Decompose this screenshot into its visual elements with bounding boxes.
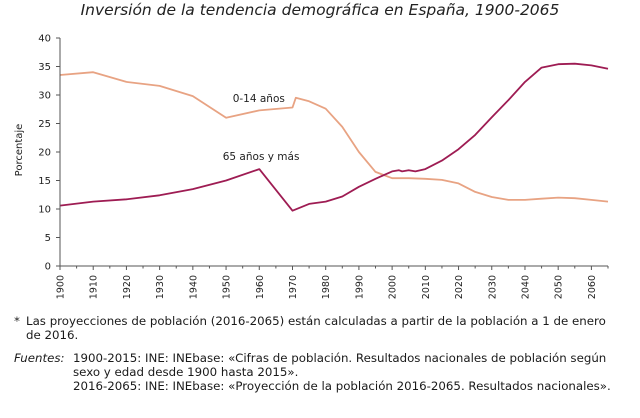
x-tick-label: 1920	[122, 275, 133, 299]
chart-title: Inversión de la tendencia demográfica en…	[80, 1, 560, 19]
sources-label: Fuentes:	[14, 351, 65, 365]
x-tick-label: 2060	[587, 275, 598, 299]
y-tick-label: 15	[38, 176, 51, 187]
y-axis-ticks: 0 5 10 15 20 25 30 35 40	[38, 34, 60, 273]
x-tick-label: 1910	[89, 275, 100, 299]
chart: 0 5 10 15 20 25 30 35 40 1900 1910 1920 1930 1940 195…	[14, 34, 609, 299]
y-tick-label: 30	[38, 91, 51, 102]
source-line-1: 1900-2015: INE: INEbase: «Cifras de pobl…	[73, 351, 607, 379]
y-tick-label: 40	[38, 34, 51, 45]
x-tick-label: 2020	[454, 275, 465, 299]
note-text: Las proyecciones de población (2016-2065…	[26, 314, 606, 342]
series-labels: 0-14 años 65 años y más	[223, 93, 300, 163]
x-tick-label: 1960	[255, 275, 266, 299]
x-axis-ticks: 1900 1910 1920 1930 1940 1950 1960 1970 1980 1990…	[56, 266, 609, 299]
y-axis-label: Porcentaje	[14, 124, 25, 177]
x-tick-label: 1980	[321, 275, 332, 299]
x-tick-label: 1930	[155, 275, 166, 299]
x-tick-label: 2030	[487, 275, 498, 299]
y-tick-label: 20	[38, 148, 51, 159]
series-line-1	[59, 62, 609, 212]
x-tick-label: 1940	[188, 275, 199, 299]
x-tick-label: 1900	[56, 275, 67, 299]
source-line-2: 2016-2065: INE: INEbase: «Proyección de …	[73, 379, 611, 393]
series-label-1: 65 años y más	[223, 151, 300, 163]
series-lines	[59, 62, 609, 212]
x-tick-label: 2010	[421, 275, 432, 299]
x-tick-label: 2000	[388, 275, 399, 299]
y-tick-label: 0	[45, 262, 51, 273]
series-label-0: 0-14 años	[233, 93, 285, 105]
x-tick-label: 1970	[288, 275, 299, 299]
x-tick-label: 2050	[554, 275, 565, 299]
sources-block: Fuentes: 1900-2015: INE: INEbase: «Cifra…	[14, 351, 624, 393]
x-tick-label: 1950	[222, 275, 233, 299]
x-tick-label: 2040	[520, 275, 531, 299]
y-tick-label: 25	[38, 119, 51, 130]
x-tick-label: 1990	[354, 275, 365, 299]
y-tick-label: 35	[38, 62, 51, 73]
y-tick-label: 5	[45, 233, 51, 244]
y-tick-label: 10	[38, 205, 51, 216]
series-line-0	[59, 71, 609, 203]
note-asterisk: *	[14, 314, 20, 328]
projection-note: * Las proyecciones de población (2016-20…	[14, 314, 624, 342]
